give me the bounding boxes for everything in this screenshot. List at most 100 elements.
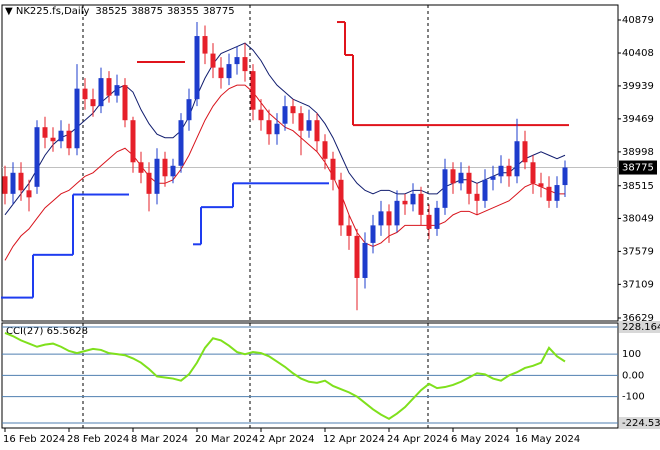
y-tick-label: 38998 bbox=[622, 147, 654, 158]
candle-body bbox=[170, 165, 176, 177]
candle-body bbox=[178, 120, 184, 166]
header-high: 38875 bbox=[131, 6, 163, 17]
candle-body bbox=[122, 85, 128, 121]
candle-body bbox=[306, 120, 312, 131]
y-tick-label-box bbox=[619, 417, 660, 429]
candle-body bbox=[50, 137, 56, 142]
x-tick-label: 8 Mar 2024 bbox=[131, 434, 188, 445]
candle-body bbox=[234, 57, 240, 65]
candle-body bbox=[218, 67, 224, 79]
y-tick-label: 39469 bbox=[622, 114, 654, 125]
candle-body bbox=[562, 167, 568, 186]
candle-body bbox=[506, 165, 512, 177]
candle-body bbox=[538, 183, 544, 187]
header-open: 38525 bbox=[95, 6, 127, 17]
candle-body bbox=[66, 130, 72, 149]
candle-body bbox=[202, 36, 208, 54]
candle-body bbox=[26, 190, 32, 198]
candle-body bbox=[106, 78, 112, 96]
candle-body bbox=[114, 85, 120, 96]
candle-body bbox=[474, 193, 480, 201]
candle-body bbox=[522, 141, 528, 163]
candle-body bbox=[322, 141, 328, 159]
candle-body bbox=[314, 120, 320, 142]
candle-body bbox=[554, 185, 560, 201]
x-tick-label: 12 Apr 2024 bbox=[323, 434, 385, 445]
candle-body bbox=[338, 179, 344, 226]
symbol: NK225.fs,Daily bbox=[16, 6, 90, 17]
candle-body bbox=[458, 172, 464, 184]
y-tick-label: -224.5335 bbox=[622, 418, 660, 429]
y-tick-label: -100 bbox=[622, 392, 645, 403]
y-tick-label: 38515 bbox=[622, 181, 654, 192]
y-tick-label: 40879 bbox=[622, 15, 654, 26]
candle-body bbox=[34, 127, 40, 187]
y-tick-label-box bbox=[619, 321, 660, 333]
cci-line bbox=[4, 332, 566, 421]
candle-body bbox=[210, 53, 216, 68]
cci-title: CCI(27) 65.5628 bbox=[6, 326, 88, 337]
x-tick-label: 20 Mar 2024 bbox=[195, 434, 258, 445]
candle-body bbox=[18, 172, 24, 191]
y-tick-label: 38049 bbox=[622, 213, 654, 224]
candle-body bbox=[258, 109, 264, 121]
candle-body bbox=[90, 99, 96, 107]
header-close: 38775 bbox=[203, 6, 235, 17]
candle-body bbox=[402, 200, 408, 205]
candle-body bbox=[410, 193, 416, 205]
y-tick-label: 0.00 bbox=[622, 370, 644, 381]
candle-body bbox=[514, 141, 520, 177]
x-tick-label: 6 May 2024 bbox=[451, 434, 510, 445]
candle-body bbox=[98, 78, 104, 107]
x-tick-label: 16 Feb 2024 bbox=[3, 434, 65, 445]
candle-body bbox=[442, 169, 448, 208]
x-tick-label: 28 Feb 2024 bbox=[67, 434, 129, 445]
candle-body bbox=[546, 186, 552, 201]
candle-body bbox=[162, 158, 168, 177]
candle-body bbox=[530, 162, 536, 184]
candle-body bbox=[426, 214, 432, 229]
header-arrow: ▼ bbox=[5, 6, 16, 17]
candle-body bbox=[58, 130, 64, 142]
candle-body bbox=[418, 193, 424, 215]
x-tick-label: 16 May 2024 bbox=[515, 434, 580, 445]
indicator-line bbox=[4, 42, 566, 216]
candle-body bbox=[450, 169, 456, 184]
candle-body bbox=[394, 200, 400, 226]
candle-body bbox=[146, 172, 152, 194]
candle-body bbox=[274, 123, 280, 135]
candle-body bbox=[370, 225, 376, 243]
candle-body bbox=[42, 127, 48, 138]
candle-body bbox=[346, 225, 352, 236]
candle-body bbox=[10, 172, 16, 194]
y-tick-label: 40408 bbox=[622, 48, 654, 59]
candle-body bbox=[498, 165, 504, 177]
y-tick-label: 100 bbox=[622, 349, 641, 360]
candle-body bbox=[330, 158, 336, 180]
candle-body bbox=[490, 176, 496, 180]
candle-body bbox=[386, 211, 392, 226]
candle-body bbox=[466, 172, 472, 194]
y-tick-label: 39939 bbox=[622, 81, 654, 92]
candle-body bbox=[82, 88, 88, 100]
candle-body bbox=[378, 211, 384, 226]
candle-body bbox=[266, 120, 272, 135]
candle-body bbox=[354, 235, 360, 278]
candle-body bbox=[290, 106, 296, 114]
price-label-box bbox=[619, 160, 657, 175]
candle-body bbox=[138, 162, 144, 173]
candle-body bbox=[242, 57, 248, 72]
y-tick-label: 37579 bbox=[622, 246, 654, 257]
x-tick-label: 2 Apr 2024 bbox=[259, 434, 314, 445]
price-label: 38775 bbox=[622, 163, 654, 174]
header: ▼ NK225.fs,Daily 38525 38875 38355 38775 bbox=[5, 6, 235, 17]
candle-body bbox=[2, 176, 8, 194]
candle-body bbox=[282, 106, 288, 124]
candle-body bbox=[362, 242, 368, 278]
y-tick-label: 36629 bbox=[622, 313, 654, 324]
candle-body bbox=[194, 36, 200, 100]
candle-body bbox=[226, 64, 232, 79]
candle-body bbox=[130, 120, 136, 163]
